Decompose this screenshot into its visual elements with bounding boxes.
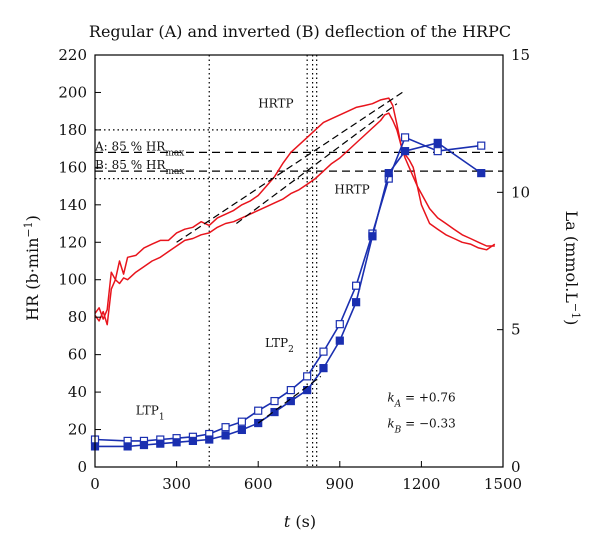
series-line-hr [94, 112, 495, 326]
data-point-la-open [352, 281, 361, 290]
data-point-la-filled [352, 298, 361, 307]
data-point-la-filled [433, 138, 442, 147]
series-line-hr [94, 97, 496, 320]
x-tick-label: 900 [325, 475, 354, 493]
chart-title: Regular (A) and inverted (B) deflection … [89, 22, 511, 41]
trend-line [257, 375, 322, 424]
y-left-tick-label: 20 [68, 421, 87, 439]
y-left-tick-label: 200 [58, 83, 87, 101]
x-tick-label: 1200 [402, 475, 440, 493]
data-point-la-open [270, 396, 279, 406]
data-point-la-filled [368, 232, 377, 241]
data-point-la-open [335, 320, 344, 329]
y-right-label-close: ) [562, 319, 581, 325]
y-right-label-text: La (mmol.L [562, 211, 581, 304]
y-right-tick-label: 5 [511, 321, 521, 339]
data-point-la-open [400, 133, 410, 142]
y-left-tick-label: 0 [77, 458, 87, 476]
y-axis-right-label: La (mmol.L−1) [562, 211, 583, 326]
data-point-la-filled [172, 438, 181, 447]
annotation-label: LTP2 [265, 336, 294, 355]
annotation-label: LTP1 [136, 404, 165, 423]
y-left-label-text: HR (b·min [23, 238, 42, 321]
y-left-tick-label: 100 [58, 271, 87, 289]
x-tick-label: 0 [90, 475, 100, 493]
y-left-tick-label: 180 [58, 121, 87, 139]
data-point-la-filled [139, 440, 149, 450]
y-right-tick-label: 10 [511, 183, 530, 201]
data-point-la-filled [237, 425, 246, 435]
y-left-tick-label: 80 [68, 308, 87, 326]
data-point-la-filled [270, 407, 279, 417]
y-left-label-sup: −1 [22, 221, 35, 237]
data-point-la-filled [221, 431, 230, 440]
data-point-la-filled [303, 385, 312, 395]
y-left-tick-label: 120 [58, 233, 87, 251]
data-point-la-filled [335, 336, 344, 345]
y-left-tick-label: 60 [68, 346, 87, 364]
x-axis-label: t (s) [284, 512, 316, 531]
data-point-la-filled [123, 442, 132, 451]
y-left-label-close: ) [23, 215, 42, 221]
data-point-la-filled [205, 435, 214, 444]
x-tick-label: 600 [244, 475, 273, 493]
data-point-la-filled [400, 147, 410, 156]
data-point-la-open [433, 147, 442, 156]
trend-line [236, 103, 398, 224]
y-left-tick-label: 220 [58, 46, 87, 64]
annotation-label: B: 85 % HRmax [95, 158, 184, 177]
annotation-label: HRTP [334, 183, 369, 197]
data-point-la-open [237, 417, 246, 426]
x-axis-var: t [284, 512, 291, 531]
data-point-la-filled [188, 436, 198, 446]
y-left-tick-label: 40 [68, 383, 87, 401]
annotation-label: kA = +0.76 [387, 390, 455, 409]
data-point-la-open [221, 423, 230, 432]
data-point-la-filled [477, 169, 486, 178]
y-right-tick-label: 15 [511, 46, 530, 64]
data-point-la-filled [384, 169, 393, 178]
annotation-label: A: 85 % HRmax [94, 140, 184, 159]
data-point-la-filled [319, 364, 328, 373]
y-right-tick-label: 0 [511, 458, 521, 476]
data-point-la-open [477, 141, 486, 150]
x-tick-label: 300 [162, 475, 191, 493]
data-point-la-open [254, 406, 263, 415]
y-axis-left-label: HR (b·min−1) [22, 215, 43, 321]
y-left-tick-label: 140 [58, 196, 87, 214]
trend-line [176, 90, 406, 243]
data-point-la-filled [156, 439, 165, 448]
y-left-tick-label: 160 [58, 158, 87, 176]
y-right-label-sup: −1 [570, 303, 583, 319]
data-point-la-open [319, 347, 328, 356]
annotation-label: HRTP [258, 96, 293, 110]
x-tick-label: 1500 [484, 475, 522, 493]
x-axis-unit: (s) [290, 512, 316, 531]
data-point-la-open [286, 385, 295, 395]
data-point-la-open [303, 372, 312, 381]
plot-frame [94, 54, 504, 468]
annotation-label: kB = −0.33 [387, 417, 455, 436]
